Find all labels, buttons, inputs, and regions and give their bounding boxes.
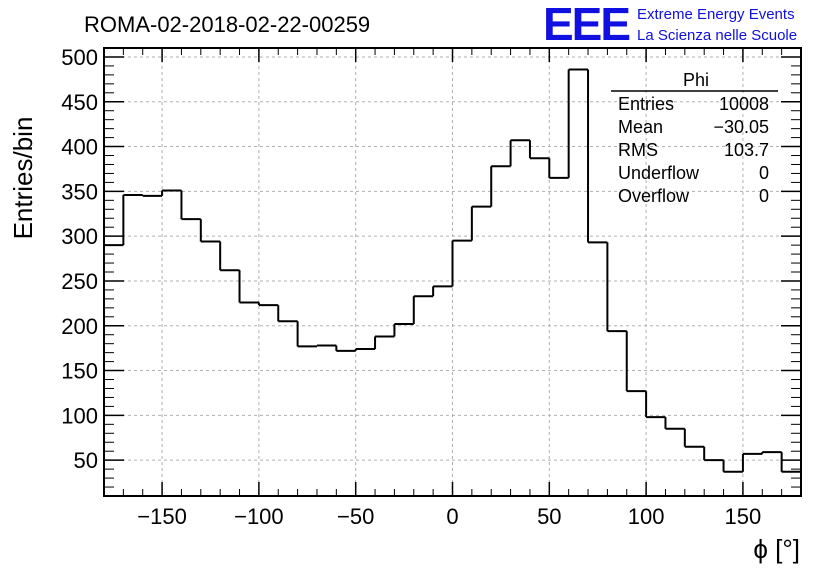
stats-box: Phi Entries 10008 Mean −30.05 RMS 103.7 Underf… (611, 70, 778, 206)
stats-row-label: Mean (618, 117, 663, 137)
y-tick-label: 50 (74, 448, 98, 473)
stats-row-value: 10008 (719, 94, 769, 114)
eee-logo: EEE (543, 0, 629, 50)
stats-row-value: 0 (759, 163, 769, 183)
stats-row-label: Entries (618, 94, 674, 114)
stats-row-label: RMS (618, 140, 658, 160)
y-tick-label: 500 (61, 45, 98, 70)
stats-row-label: Underflow (618, 163, 700, 183)
y-axis-label: Entries/bin (8, 117, 38, 240)
axis-ticks (104, 48, 801, 496)
org-name-line1: Extreme Energy Events (637, 6, 795, 23)
x-tick-label: 100 (628, 504, 665, 529)
histogram (104, 68, 802, 475)
org-name-line2: La Scienza nelle Scuole (637, 27, 797, 44)
y-tick-label: 400 (61, 135, 98, 160)
y-tick-label: 250 (61, 269, 98, 294)
stats-row-value: −30.05 (713, 117, 769, 137)
x-axis-label: ϕ [°] (753, 534, 800, 564)
stats-row-value: 103.7 (724, 140, 769, 160)
x-tick-label: 0 (446, 504, 458, 529)
y-tick-label: 450 (61, 90, 98, 115)
y-tick-labels: 50 100 150 200 250 300 350 400 450 500 (61, 45, 98, 473)
y-tick-label: 300 (61, 224, 98, 249)
y-tick-label: 350 (61, 179, 98, 204)
stats-row-value: 0 (759, 186, 769, 206)
chart-title: ROMA-02-2018-02-22-00259 (84, 12, 370, 37)
x-tick-label: −50 (337, 504, 374, 529)
x-tick-label: −100 (234, 504, 284, 529)
stats-row-label: Overflow (618, 186, 690, 206)
x-tick-label: 50 (537, 504, 561, 529)
stats-box-title: Phi (683, 70, 709, 90)
x-tick-label: 150 (725, 504, 762, 529)
y-tick-label: 100 (61, 403, 98, 428)
y-tick-label: 150 (61, 359, 98, 384)
x-tick-label: −150 (137, 504, 187, 529)
x-tick-labels: −150 −100 −50 0 50 100 150 (137, 504, 761, 529)
stats-rows: Entries 10008 Mean −30.05 RMS 103.7 Underflow 0… (618, 94, 769, 206)
y-tick-label: 200 (61, 314, 98, 339)
